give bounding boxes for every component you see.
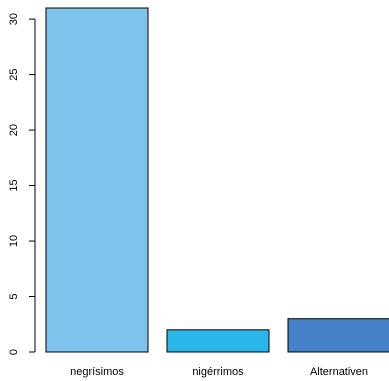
x-category-label-2: nigérrimos [192,366,244,378]
y-tick-label-20: 20 [8,124,20,136]
x-category-label-1: negrísimos [70,366,124,378]
y-tick-label-5: 5 [8,293,20,299]
y-tick-label-15: 15 [8,179,20,191]
y-axis: 0 5 10 15 20 25 30 [8,13,36,355]
bar-3 [287,318,389,353]
y-tick-label-0: 0 [8,349,20,355]
y-tick-label-30: 30 [8,13,20,25]
x-category-label-3: Alternativen [310,366,368,378]
bar-1 [45,7,149,353]
bar-2 [166,329,270,353]
x-labels: negrísimos nigérrimos Alternativen [70,366,368,378]
y-tick-label-10: 10 [8,235,20,247]
y-tick-label-25: 25 [8,68,20,80]
y-ticks: 0 5 10 15 20 25 30 [8,13,35,355]
bars [45,7,389,353]
